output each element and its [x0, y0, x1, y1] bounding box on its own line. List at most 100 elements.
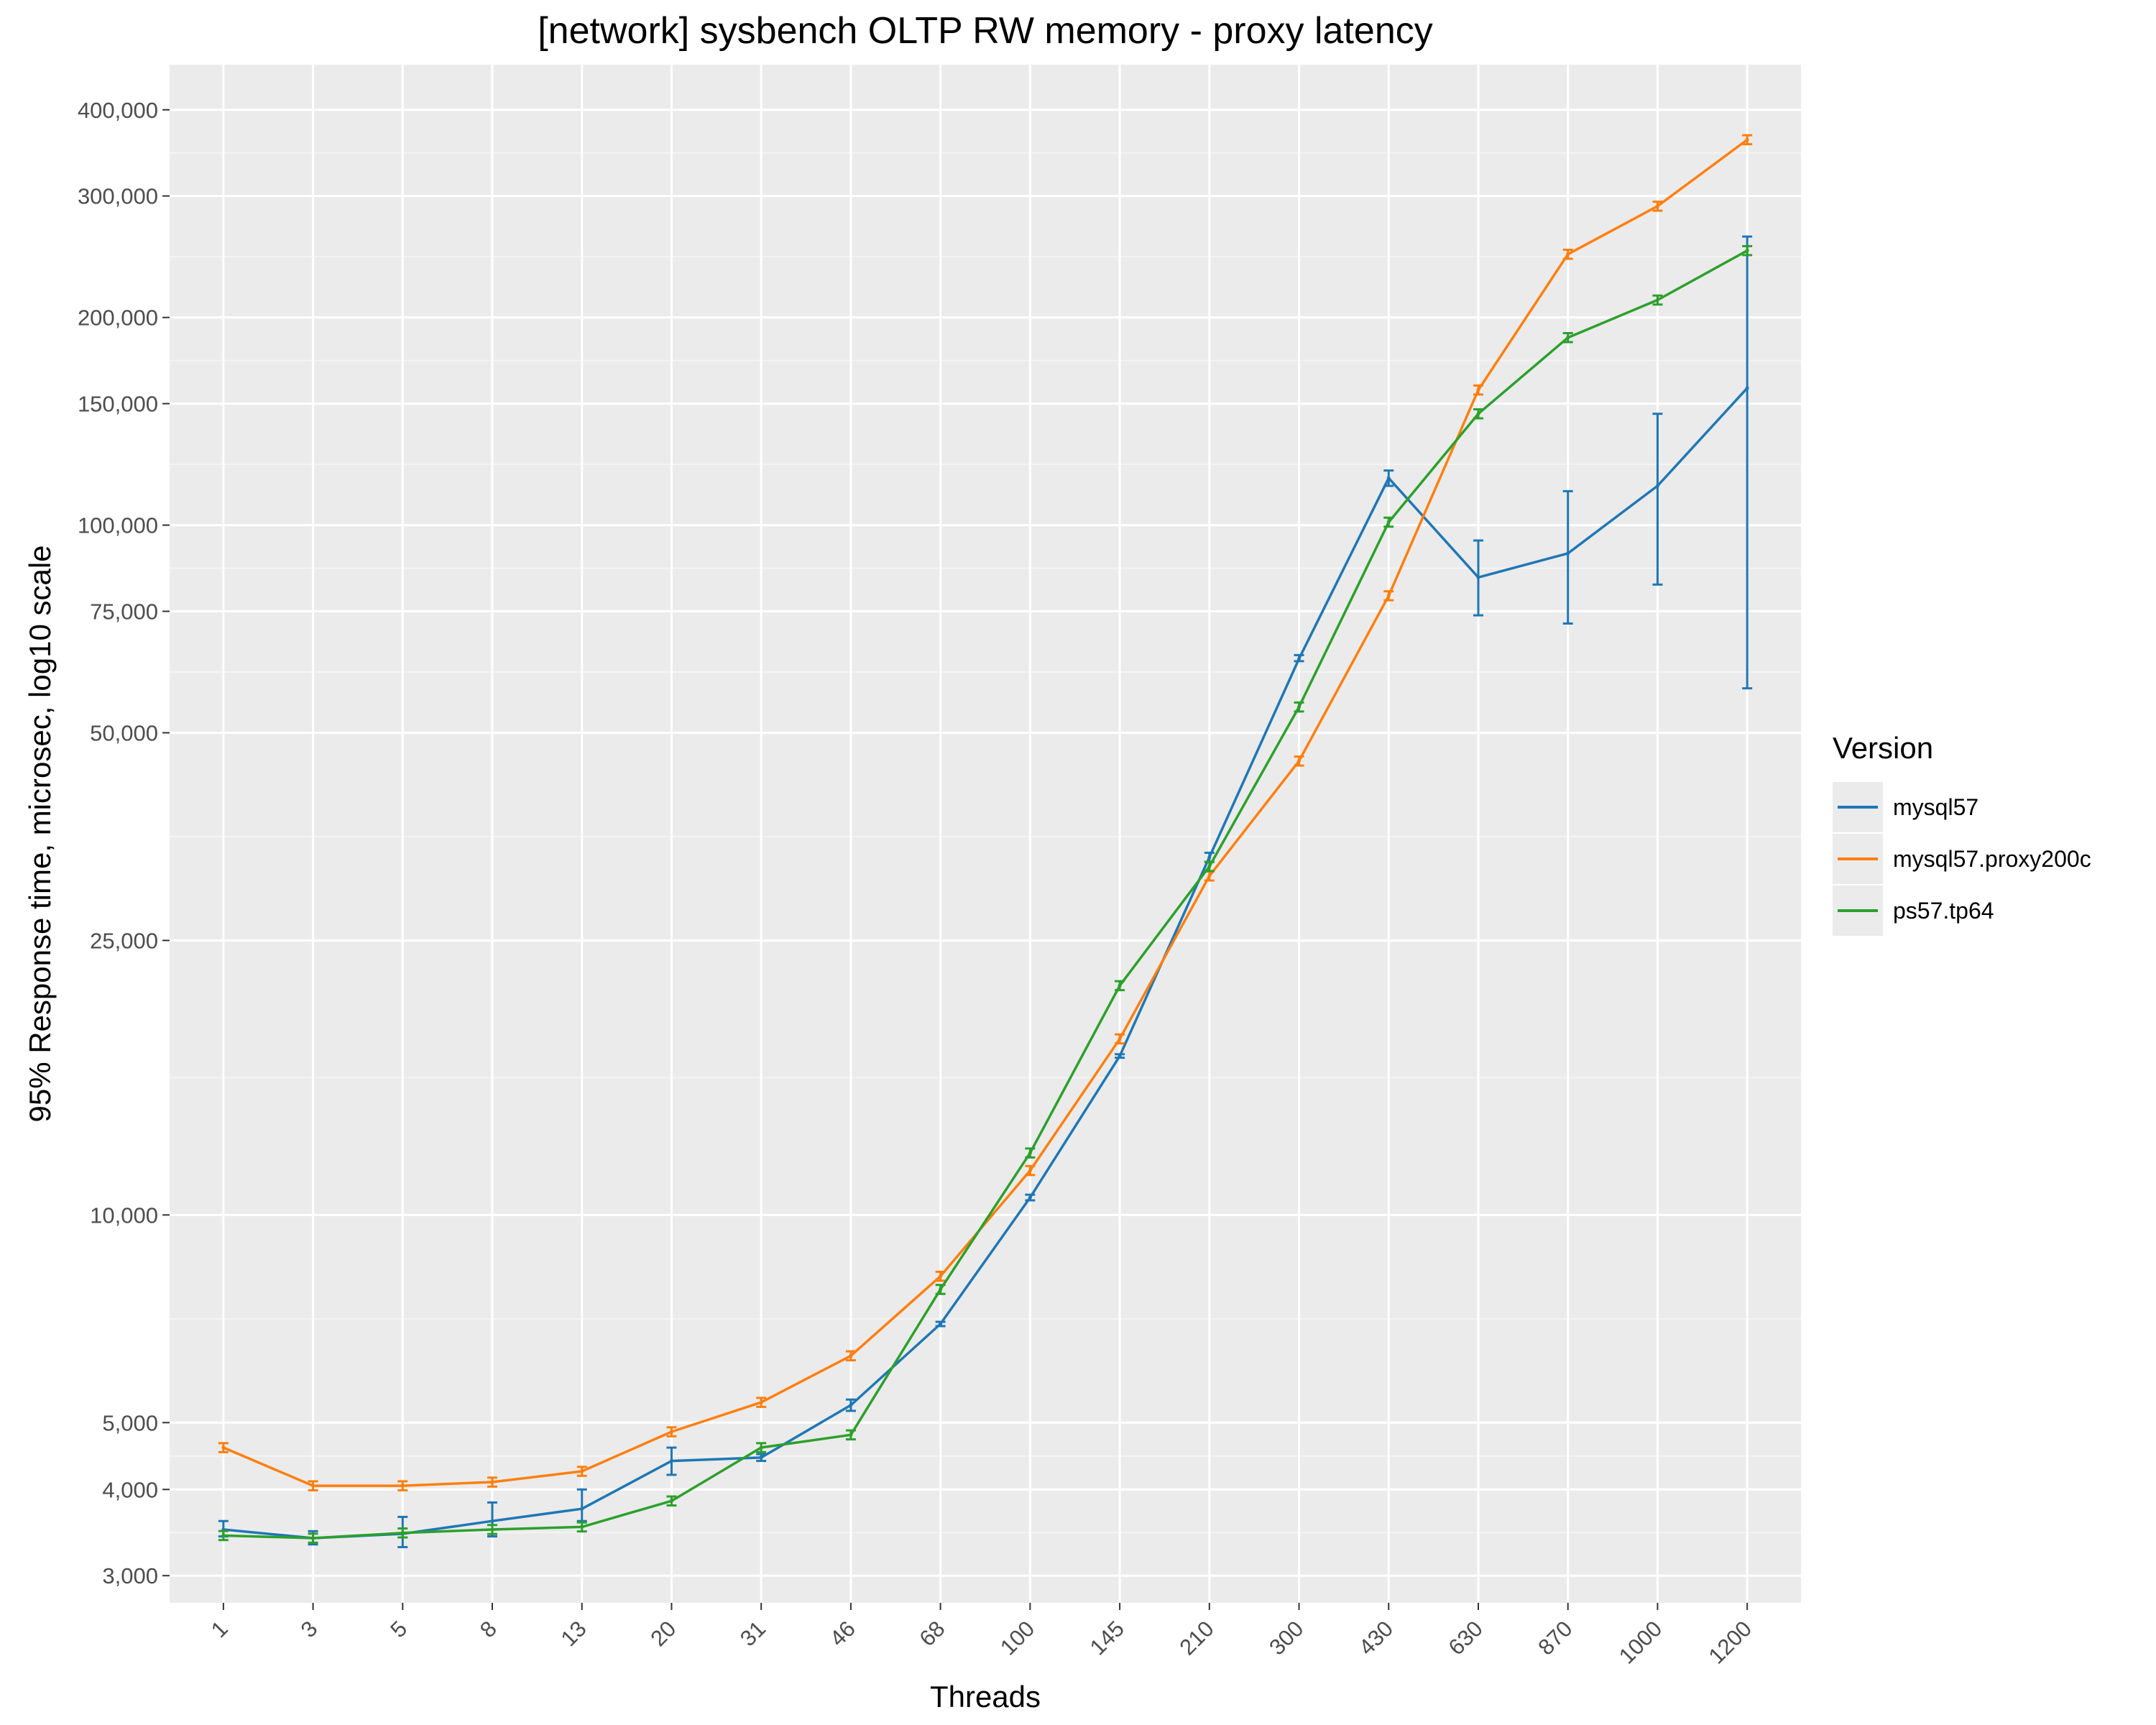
data-point	[490, 1519, 494, 1523]
data-point	[849, 1353, 853, 1358]
y-axis-ticks: 3,000 4,000 5,000 10,000 25,000 50,000 75,000 1…	[78, 98, 170, 1588]
data-point	[1386, 594, 1391, 598]
data-point	[939, 1322, 943, 1326]
data-point	[1207, 874, 1212, 878]
data-point	[580, 1469, 584, 1473]
y-tick-label: 50,000	[90, 721, 158, 746]
legend: Version mysql57 mysql57.proxy200c ps57.tp6…	[1833, 731, 2091, 936]
series-layer	[218, 134, 1753, 1548]
y-tick-label: 150,000	[78, 392, 158, 417]
data-point	[1297, 705, 1302, 709]
y-tick-label: 200,000	[78, 305, 158, 331]
data-point	[669, 1459, 673, 1463]
y-tick-label: 400,000	[78, 98, 158, 123]
minor-gridlines	[170, 152, 1801, 1534]
plot-panel	[170, 65, 1801, 1603]
data-point	[490, 1480, 494, 1484]
x-tick-label: 1000	[1614, 1616, 1667, 1669]
data-point	[580, 1506, 584, 1511]
data-point	[221, 1533, 226, 1537]
x-axis-ticks: 1 3 5 8 13 20 31 46 68 100 145 210 300 430 630 870 1000 1…	[206, 1603, 1756, 1669]
data-point	[311, 1484, 315, 1488]
data-point	[939, 1274, 943, 1279]
x-tick-label: 1	[206, 1616, 233, 1642]
data-point	[669, 1430, 673, 1434]
y-axis-title: 95% Response time, microsec, log10 scale	[23, 545, 57, 1122]
data-point	[400, 1484, 405, 1488]
data-point	[580, 1524, 584, 1529]
data-point	[1028, 1195, 1032, 1200]
y-tick-label: 100,000	[78, 513, 158, 538]
legend-label: mysql57	[1893, 794, 1978, 820]
data-point	[1118, 1054, 1122, 1058]
x-tick-label: 145	[1085, 1616, 1129, 1660]
data-point	[1297, 657, 1302, 661]
major-gridlines	[170, 65, 1801, 1603]
x-tick-label: 3	[296, 1616, 323, 1642]
data-point	[1745, 249, 1749, 253]
x-tick-label: 630	[1444, 1616, 1488, 1660]
data-point	[1655, 484, 1659, 488]
data-point	[1476, 412, 1480, 416]
data-point	[1655, 204, 1659, 208]
data-point	[1386, 476, 1391, 480]
legend-item-mysql57: mysql57	[1833, 782, 1978, 832]
legend-label: ps57.tp64	[1893, 898, 1994, 924]
x-tick-label: 20	[645, 1616, 681, 1651]
data-point	[759, 1400, 763, 1404]
data-point	[221, 1445, 226, 1450]
y-tick-label: 75,000	[90, 599, 158, 625]
data-point	[1476, 575, 1480, 579]
data-point	[849, 1432, 853, 1437]
y-tick-label: 5,000	[102, 1410, 158, 1435]
y-tick-label: 3,000	[102, 1563, 158, 1588]
y-tick-label: 4,000	[102, 1477, 158, 1502]
y-tick-label: 10,000	[90, 1202, 158, 1228]
x-tick-label: 8	[475, 1616, 502, 1642]
legend-title: Version	[1833, 731, 1933, 765]
data-point	[1745, 386, 1749, 390]
chart-title: [network] sysbench OLTP RW memory - prox…	[538, 10, 1433, 52]
data-point	[400, 1531, 405, 1535]
x-tick-label: 13	[556, 1616, 591, 1651]
data-point	[1028, 1169, 1032, 1173]
series-ps57.tp64	[218, 244, 1753, 1544]
x-tick-label: 68	[914, 1616, 949, 1651]
data-point	[1745, 137, 1749, 142]
data-point	[759, 1445, 763, 1450]
legend-item-ps57.tp64: ps57.tp64	[1833, 886, 1994, 936]
data-point	[1118, 1036, 1122, 1041]
data-point	[311, 1536, 315, 1540]
data-point	[1118, 983, 1122, 988]
data-point	[1386, 520, 1391, 524]
data-point	[1297, 759, 1302, 763]
data-point	[1207, 855, 1212, 860]
data-point	[1476, 388, 1480, 392]
x-tick-label: 210	[1174, 1616, 1218, 1660]
legend-item-mysql57.proxy200c: mysql57.proxy200c	[1833, 834, 2091, 884]
y-tick-label: 25,000	[90, 928, 158, 953]
data-point	[849, 1403, 853, 1407]
data-point	[759, 1455, 763, 1460]
data-point	[1028, 1151, 1032, 1155]
x-tick-label: 430	[1354, 1616, 1398, 1660]
y-tick-label: 300,000	[78, 184, 158, 209]
x-tick-label: 46	[825, 1616, 860, 1651]
x-tick-label: 300	[1264, 1616, 1308, 1660]
data-point	[1566, 336, 1570, 340]
data-point	[669, 1499, 673, 1503]
x-axis-title: Threads	[930, 1680, 1041, 1714]
data-point	[1566, 551, 1570, 556]
data-point	[1207, 865, 1212, 869]
series-line	[223, 249, 1749, 1540]
data-point	[939, 1287, 943, 1292]
legend-label: mysql57.proxy200c	[1893, 846, 2091, 872]
data-point	[1655, 298, 1659, 302]
data-point	[490, 1527, 494, 1532]
series-mysql57	[218, 235, 1753, 1548]
x-tick-label: 870	[1533, 1616, 1577, 1660]
x-tick-label: 1200	[1704, 1616, 1757, 1669]
data-point	[1566, 252, 1570, 257]
x-tick-label: 100	[995, 1616, 1039, 1660]
